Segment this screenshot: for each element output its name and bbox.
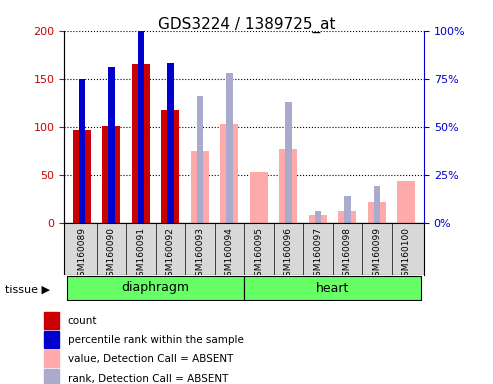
Text: GSM160091: GSM160091 (136, 227, 145, 282)
Text: diaphragm: diaphragm (122, 281, 189, 295)
Bar (244, 276, 421, 300)
Bar (132, 65, 150, 223)
Bar (315, 211, 321, 223)
Text: GDS3224 / 1389725_at: GDS3224 / 1389725_at (158, 17, 335, 33)
Bar (44, 331, 59, 348)
Bar (78, 79, 85, 223)
Bar (338, 211, 356, 223)
Bar (344, 196, 351, 223)
Bar (374, 186, 380, 223)
Text: tissue ▶: tissue ▶ (5, 285, 50, 295)
Text: rank, Detection Call = ABSENT: rank, Detection Call = ABSENT (68, 374, 228, 384)
Bar (197, 96, 203, 223)
Text: GSM160096: GSM160096 (284, 227, 293, 282)
Bar (220, 124, 238, 223)
Bar (167, 63, 174, 223)
Bar (138, 31, 144, 223)
Bar (73, 130, 91, 223)
Text: heart: heart (316, 281, 349, 295)
Bar (368, 202, 386, 223)
Bar (103, 126, 120, 223)
Text: GSM160092: GSM160092 (166, 227, 175, 282)
Bar (191, 151, 209, 223)
Text: GSM160090: GSM160090 (107, 227, 116, 282)
Bar (44, 369, 59, 384)
Bar (44, 350, 59, 367)
Bar (250, 172, 268, 223)
Bar (397, 182, 415, 223)
Text: count: count (68, 316, 97, 326)
Text: GSM160100: GSM160100 (402, 227, 411, 282)
Bar (280, 149, 297, 223)
Bar (285, 102, 291, 223)
Bar (108, 67, 114, 223)
Bar (161, 111, 179, 223)
Text: value, Detection Call = ABSENT: value, Detection Call = ABSENT (68, 354, 233, 364)
Bar (44, 312, 59, 329)
Text: GSM160097: GSM160097 (313, 227, 322, 282)
Text: GSM160099: GSM160099 (372, 227, 381, 282)
Text: percentile rank within the sample: percentile rank within the sample (68, 335, 244, 345)
Text: GSM160095: GSM160095 (254, 227, 263, 282)
Text: GSM160089: GSM160089 (77, 227, 86, 282)
Text: GSM160098: GSM160098 (343, 227, 352, 282)
Bar (67, 276, 244, 300)
Text: GSM160094: GSM160094 (225, 227, 234, 282)
Text: GSM160093: GSM160093 (195, 227, 204, 282)
Bar (309, 215, 327, 223)
Bar (226, 73, 233, 223)
